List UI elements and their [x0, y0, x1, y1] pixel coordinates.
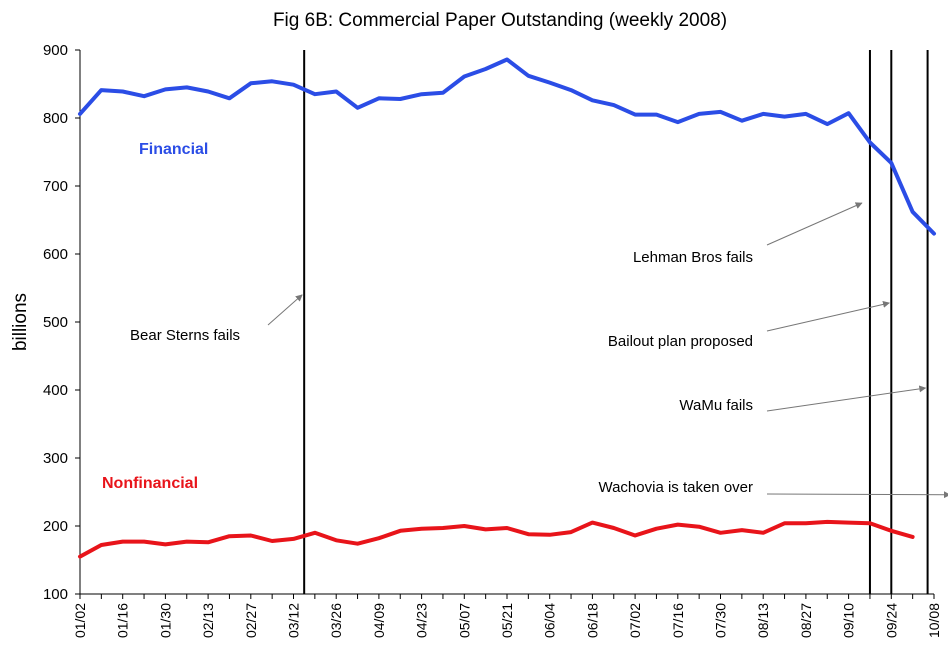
event-annotation: Wachovia is taken over [598, 479, 753, 496]
event-annotation: Bear Sterns fails [130, 327, 240, 344]
x-tick-label: 01/30 [157, 603, 173, 638]
x-tick-label: 04/23 [414, 603, 430, 638]
series-lines [78, 57, 936, 559]
y-tick-label: 300 [43, 450, 68, 467]
x-tick-label: 01/16 [115, 603, 131, 638]
y-tick-label: 600 [43, 246, 68, 263]
x-tick-label: 01/02 [72, 603, 88, 638]
event-annotation: Bailout plan proposed [608, 333, 753, 350]
x-tick-label: 10/08 [926, 603, 942, 638]
y-tick-label: 500 [43, 314, 68, 331]
x-tick-label: 05/07 [456, 603, 472, 638]
series-label-financial: Financial [139, 141, 208, 158]
x-tick-label: 09/10 [841, 603, 857, 638]
x-tick-label: 06/18 [584, 603, 600, 638]
x-tick-label: 08/27 [798, 603, 814, 638]
x-tick-label: 07/16 [670, 603, 686, 638]
x-tick-label: 04/09 [371, 603, 387, 638]
event-arrow [766, 300, 890, 332]
x-tick-label: 05/21 [499, 603, 515, 638]
x-tick-label: 02/27 [243, 603, 259, 638]
x-tick-label: 07/02 [627, 603, 643, 638]
x-tick-label: 03/26 [328, 603, 344, 638]
event-arrow [766, 202, 863, 246]
event-arrow [766, 491, 948, 499]
y-tick-label: 400 [43, 382, 68, 399]
event-arrow [766, 385, 927, 412]
chart-title: Fig 6B: Commercial Paper Outstanding (we… [273, 10, 727, 31]
event-lines [303, 50, 929, 594]
y-tick-label: 800 [43, 110, 68, 127]
x-tick-labels: 01/02 01/16 01/30 02/13 02/27 03/12 03/26 04/09… [72, 594, 942, 638]
y-tick-label: 700 [43, 178, 68, 195]
x-tick-label: 02/13 [200, 603, 216, 638]
y-tick-labels: 100 200 300 400 500 600 700 800 900 [43, 42, 80, 603]
event-annotation: WaMu fails [679, 397, 753, 414]
x-tick-label: 07/30 [713, 603, 729, 638]
x-tick-label: 09/24 [883, 603, 899, 638]
y-axis-label: billions [10, 293, 31, 351]
x-tick-label: 06/04 [542, 603, 558, 638]
x-tick-label: 08/13 [755, 603, 771, 638]
y-tick-label: 100 [43, 586, 68, 603]
event-annotation: Lehman Bros fails [633, 249, 753, 266]
x-tick-label: 03/12 [286, 603, 302, 638]
series-line-nonfinancial [78, 519, 915, 559]
series-line-financial [78, 57, 936, 236]
event-annotations: Bear Sterns fails Lehman Bros fails Bailou… [130, 202, 948, 499]
series-label-nonfinancial: Nonfinancial [102, 475, 198, 492]
y-tick-label: 200 [43, 518, 68, 535]
y-tick-label: 900 [43, 42, 68, 59]
event-arrow [267, 294, 303, 326]
